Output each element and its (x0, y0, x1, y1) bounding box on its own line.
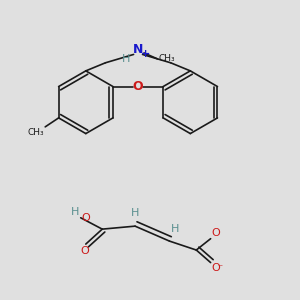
Text: H: H (171, 224, 180, 234)
Text: O: O (133, 80, 143, 93)
Text: H: H (71, 207, 79, 217)
Text: O: O (212, 228, 220, 238)
Text: O: O (212, 263, 220, 274)
Text: H: H (131, 208, 139, 218)
Text: +: + (141, 50, 150, 59)
Text: N: N (133, 44, 143, 56)
Text: ⁻: ⁻ (217, 263, 222, 274)
Text: CH₃: CH₃ (159, 54, 175, 63)
Text: O: O (82, 213, 90, 223)
Text: H: H (122, 54, 130, 64)
Text: CH₃: CH₃ (28, 128, 44, 137)
Text: O: O (80, 246, 89, 256)
